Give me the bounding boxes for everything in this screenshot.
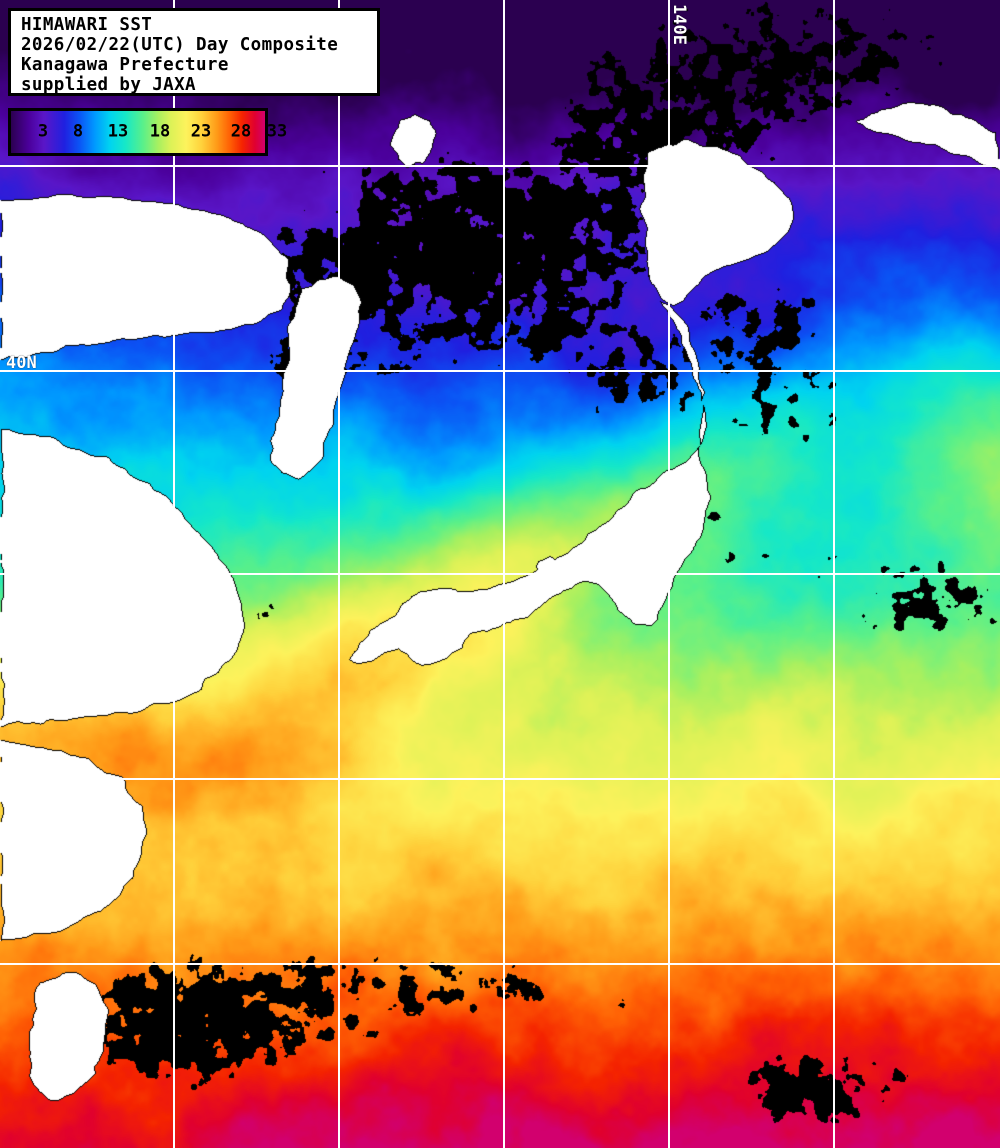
colorbar-tick-13: 13 (107, 121, 129, 142)
latitude-label-40n: 40N (6, 353, 37, 373)
colorbar-tick-3: 3 (37, 121, 49, 142)
longitude-label-140e: 140E (669, 4, 689, 45)
colorbar-tick-33: 33 (266, 121, 288, 142)
temperature-colorbar: 3 8 13 18 23 28 33 (8, 108, 287, 156)
colorbar-tick-18: 18 (149, 121, 171, 142)
title-box: HIMAWARI SST 2026/02/22(UTC) Day Composi… (8, 8, 380, 96)
colorbar-gradient (11, 111, 265, 153)
title-line-region: Kanagawa Prefecture (21, 55, 229, 75)
colorbar-tick-28: 28 (230, 121, 252, 142)
colorbar-tick-8: 8 (72, 121, 84, 142)
title-line-product: HIMAWARI SST (21, 15, 153, 35)
colorbar-tick-23: 23 (190, 121, 212, 142)
title-line-date: 2026/02/22(UTC) Day Composite (21, 35, 339, 55)
title-line-credit: supplied by JAXA (21, 75, 196, 95)
